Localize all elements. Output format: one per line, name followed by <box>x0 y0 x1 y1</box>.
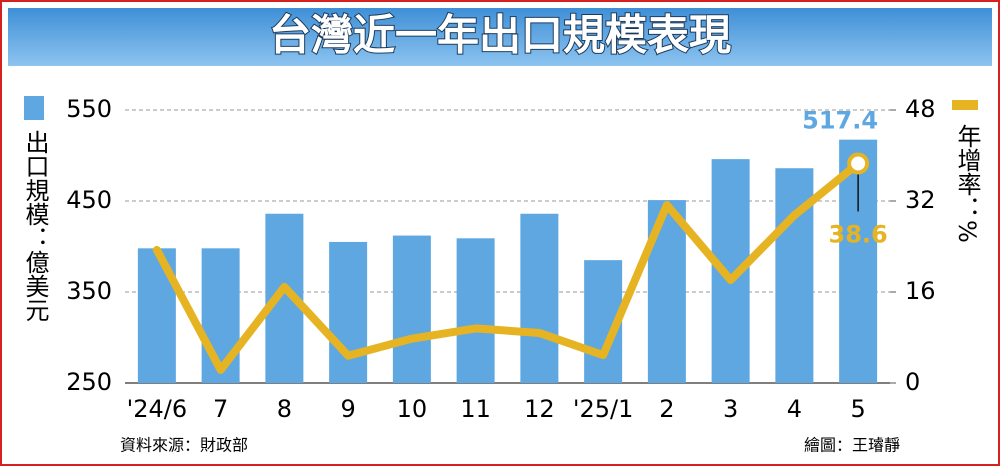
bar <box>201 248 240 383</box>
bar-value-label: 517.4 <box>802 107 878 135</box>
bar <box>456 238 495 383</box>
bar <box>520 213 559 383</box>
x-tick-label: 3 <box>723 395 738 423</box>
line-value-label: 38.6 <box>829 220 888 248</box>
x-tick-label: '25/1 <box>573 395 634 423</box>
legend-swatch-bar <box>24 96 44 120</box>
x-tick-label: 8 <box>277 395 292 423</box>
x-tick-label: 12 <box>524 395 555 423</box>
x-tick-label: 2 <box>659 395 674 423</box>
bar <box>392 235 431 383</box>
y-axis-label: 出口規模：億美元 <box>21 130 49 322</box>
x-tick-label: 10 <box>397 395 428 423</box>
y-tick-label: 350 <box>66 277 112 305</box>
x-tick-label: 11 <box>460 395 491 423</box>
source: 資料來源：財政部 <box>120 436 248 455</box>
y2-tick-label: 16 <box>905 277 936 305</box>
y-tick-label: 550 <box>66 95 112 123</box>
title-banner <box>8 8 992 66</box>
y-tick-label: 250 <box>66 368 112 396</box>
chart-title: 台灣近一年出口規模表現 <box>269 11 731 60</box>
x-tick-label: 5 <box>850 395 865 423</box>
x-tick-label: '24/6 <box>127 395 188 423</box>
line-point <box>847 152 870 175</box>
legend-swatch-line <box>952 100 978 110</box>
x-tick-label: 4 <box>787 395 802 423</box>
bar <box>329 241 368 383</box>
credit: 繪圖：王璿靜 <box>804 436 900 455</box>
y-tick-label: 450 <box>66 186 112 214</box>
y2-axis-label: 年增率：% <box>953 124 981 243</box>
x-tick-label: 9 <box>340 395 355 423</box>
x-tick-label: 7 <box>213 395 228 423</box>
y2-tick-label: 48 <box>905 95 936 123</box>
y2-tick-label: 32 <box>905 186 936 214</box>
y2-tick-label: 0 <box>905 368 920 396</box>
line <box>152 159 863 374</box>
